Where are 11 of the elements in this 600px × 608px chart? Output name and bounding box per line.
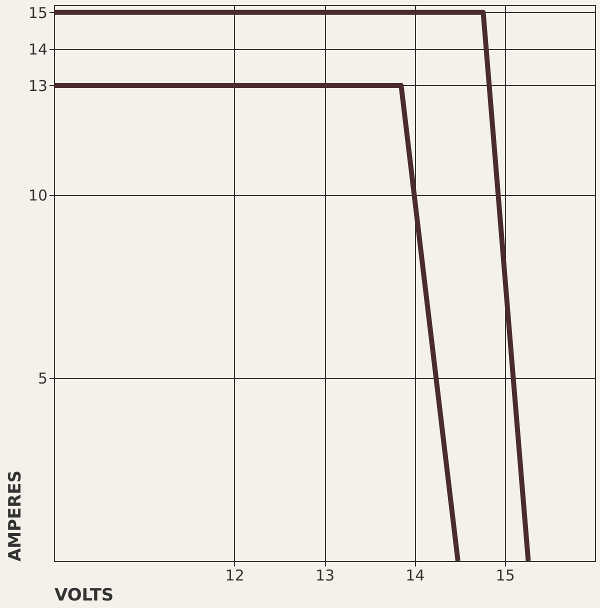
y-axis-title: AMPERES	[5, 470, 26, 562]
x-tick-label: 15	[496, 566, 515, 584]
y-tick-label: 15	[28, 4, 48, 22]
x-tick-label: 13	[315, 566, 335, 584]
y-tick-label: 14	[28, 40, 48, 58]
x-tick-label: 14	[406, 566, 425, 584]
y-tick-label: 13	[28, 76, 48, 95]
x-axis-title: VOLTS	[54, 586, 114, 606]
y-tick-label: 10	[28, 186, 48, 205]
y-tick-label: 5	[38, 370, 48, 388]
x-tick-label: 12	[225, 566, 244, 584]
